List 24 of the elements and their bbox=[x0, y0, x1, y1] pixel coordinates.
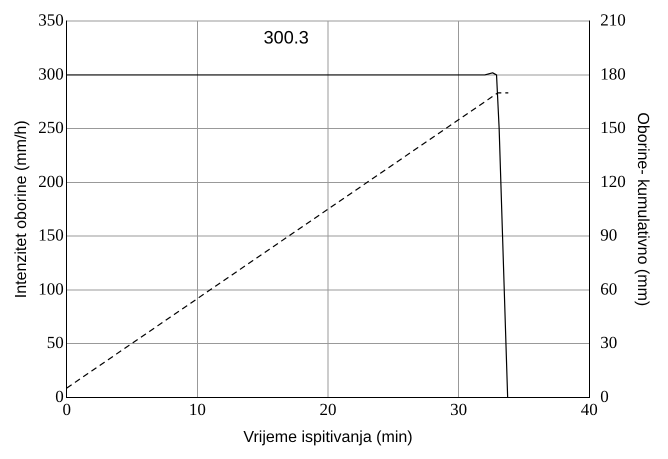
y-tick-label: 350 bbox=[38, 10, 64, 30]
y-axis-title: Intenzitet oborine (mm/h) bbox=[13, 120, 30, 298]
x-axis-title: Vrijeme ispitivanja (min) bbox=[243, 428, 413, 446]
y2-tick-label: 210 bbox=[600, 10, 626, 30]
annotation: 300.3 bbox=[264, 28, 309, 48]
x-tick-label: 20 bbox=[320, 400, 336, 420]
y2-tick-label: 150 bbox=[600, 118, 626, 138]
y2-tick-label: 30 bbox=[600, 333, 618, 352]
y-tick-label: 200 bbox=[38, 172, 64, 191]
x-tick-label: 30 bbox=[450, 400, 468, 420]
y2-tick-label: 180 bbox=[600, 64, 626, 84]
y2-tick-label: 60 bbox=[600, 279, 618, 298]
x-tick-label: 10 bbox=[188, 400, 206, 420]
x-tick-label: 40 bbox=[580, 400, 598, 420]
y2-tick-label: 90 bbox=[600, 226, 618, 245]
y-tick-label: 250 bbox=[38, 118, 64, 138]
y-tick-label: 50 bbox=[46, 333, 64, 352]
y-tick-label: 100 bbox=[38, 279, 64, 298]
y2-tick-label: 120 bbox=[600, 172, 626, 191]
y-tick-label: 0 bbox=[55, 386, 64, 406]
y2-tick-label: 0 bbox=[600, 386, 609, 406]
y-tick-label: 150 bbox=[38, 226, 64, 245]
y-tick-label: 300 bbox=[38, 64, 64, 84]
y2-axis-title: Oborine- kumulativno (mm) bbox=[634, 112, 651, 306]
